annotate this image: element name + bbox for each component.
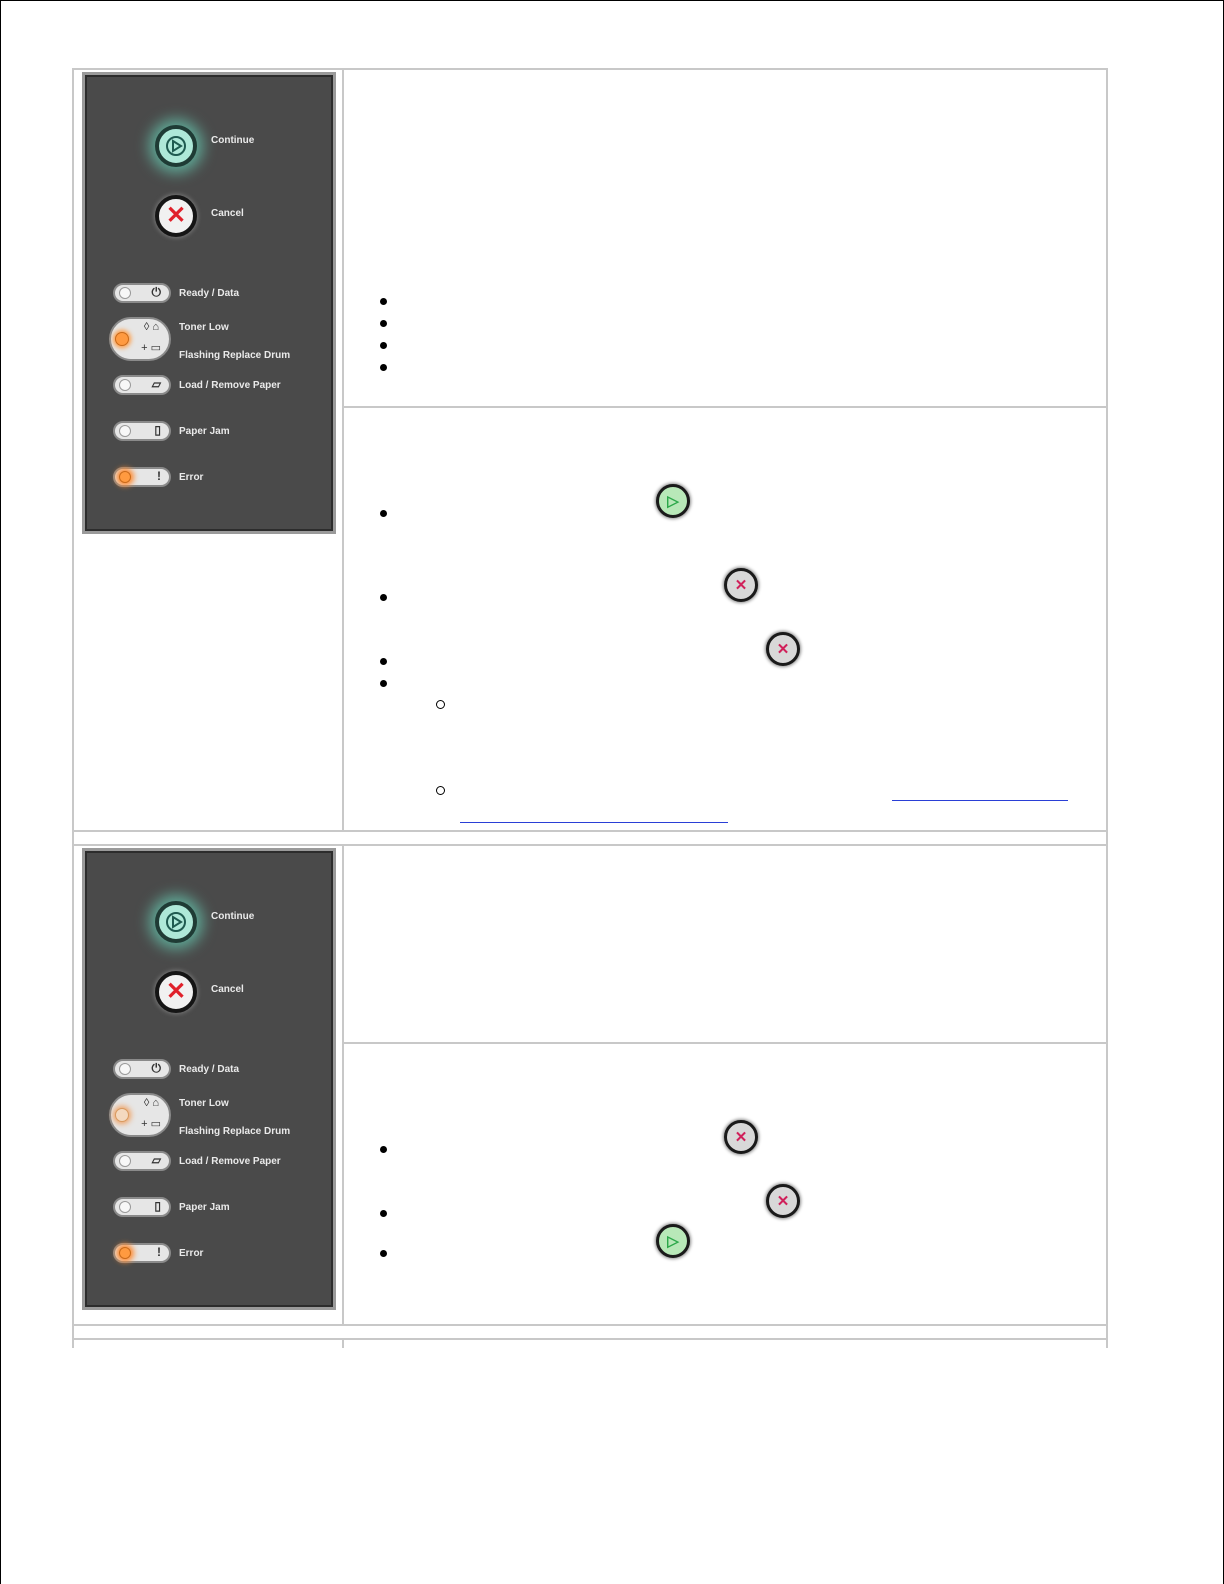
cancel-button-icon: ✕ [766,1184,800,1218]
replace-drum-label: Flashing Replace Drum [179,1126,291,1137]
cancel-button-icon: ✕ [724,568,758,602]
description-column [344,1340,1106,1348]
link-underline[interactable] [460,822,728,823]
continue-label: Continue [211,135,255,146]
paper-jam-label: Paper Jam [179,1202,230,1213]
load-paper-led: ▱ [113,1151,171,1171]
panel-cell [74,1340,344,1348]
cancel-label: Cancel [211,984,244,995]
sub-list-item [436,786,445,795]
paper-jam-led: ▯ [113,1197,171,1217]
error-led: ! [113,467,171,487]
list-item [380,658,387,665]
list-item [380,1250,387,1257]
list-item [380,298,387,305]
led-sequence-table: Continue ✕ Cancel ⏻ Ready / Data ◊ ⌂ + ▭ … [72,68,1108,1348]
description-column: ✕ ✕ ▷ [344,846,1106,1324]
continue-button-icon: ▷ [656,1224,690,1258]
toner-drum-led: ◊ ⌂ + ▭ [109,317,171,361]
table-row: Continue ✕ Cancel ⏻ Ready / Data ◊ ⌂ + ▭ … [72,68,1108,830]
list-item [380,680,387,687]
replace-drum-label: Flashing Replace Drum [179,350,291,361]
cancel-button-icon: ✕ [766,632,800,666]
toner-low-label: Toner Low [179,322,229,333]
error-label: Error [179,472,204,483]
error-label: Error [179,1248,204,1259]
list-item [380,364,387,371]
table-row: Continue ✕ Cancel ⏻ Ready / Data ◊ ⌂ + ▭ … [72,844,1108,1324]
operator-panel: Continue ✕ Cancel ⏻ Ready / Data ◊ ⌂ + ▭ … [82,72,336,534]
table-row [72,1338,1108,1348]
load-paper-label: Load / Remove Paper [179,380,281,391]
list-item [380,1210,387,1217]
action-cell: ✕ ✕ ▷ [344,1044,1106,1324]
row-spacer [72,830,1108,844]
cancel-button-icon: ✕ [155,971,197,1013]
toner-drum-led: ◊ ⌂ + ▭ [109,1093,171,1137]
paper-jam-led: ▯ [113,421,171,441]
description-column: ▷ ✕ ✕ [344,70,1106,830]
cancel-label: Cancel [211,208,244,219]
link-underline[interactable] [892,800,1068,801]
ready-label: Ready / Data [179,288,240,299]
paper-jam-label: Paper Jam [179,426,230,437]
cancel-button-icon: ✕ [724,1120,758,1154]
operator-panel: Continue ✕ Cancel ⏻ Ready / Data ◊ ⌂ + ▭ … [82,848,336,1310]
error-led: ! [113,1243,171,1263]
sub-list-item [436,700,445,709]
list-item [380,342,387,349]
ready-led: ⏻ [113,1059,171,1079]
list-item [380,510,387,517]
ready-led: ⏻ [113,283,171,303]
continue-button-icon: ▷ [656,484,690,518]
meaning-cell [344,846,1106,1044]
panel-cell: Continue ✕ Cancel ⏻ Ready / Data ◊ ⌂ + ▭ … [74,70,344,830]
meaning-cell [344,70,1106,408]
load-paper-led: ▱ [113,375,171,395]
row-spacer [72,1324,1108,1338]
toner-low-label: Toner Low [179,1098,229,1109]
continue-button-icon [155,125,197,167]
list-item [380,320,387,327]
continue-button-icon [155,901,197,943]
load-paper-label: Load / Remove Paper [179,1156,281,1167]
cancel-button-icon: ✕ [155,195,197,237]
panel-cell: Continue ✕ Cancel ⏻ Ready / Data ◊ ⌂ + ▭ … [74,846,344,1324]
ready-label: Ready / Data [179,1064,240,1075]
list-item [380,594,387,601]
action-cell: ▷ ✕ ✕ [344,408,1106,830]
list-item [380,1146,387,1153]
continue-label: Continue [211,911,255,922]
